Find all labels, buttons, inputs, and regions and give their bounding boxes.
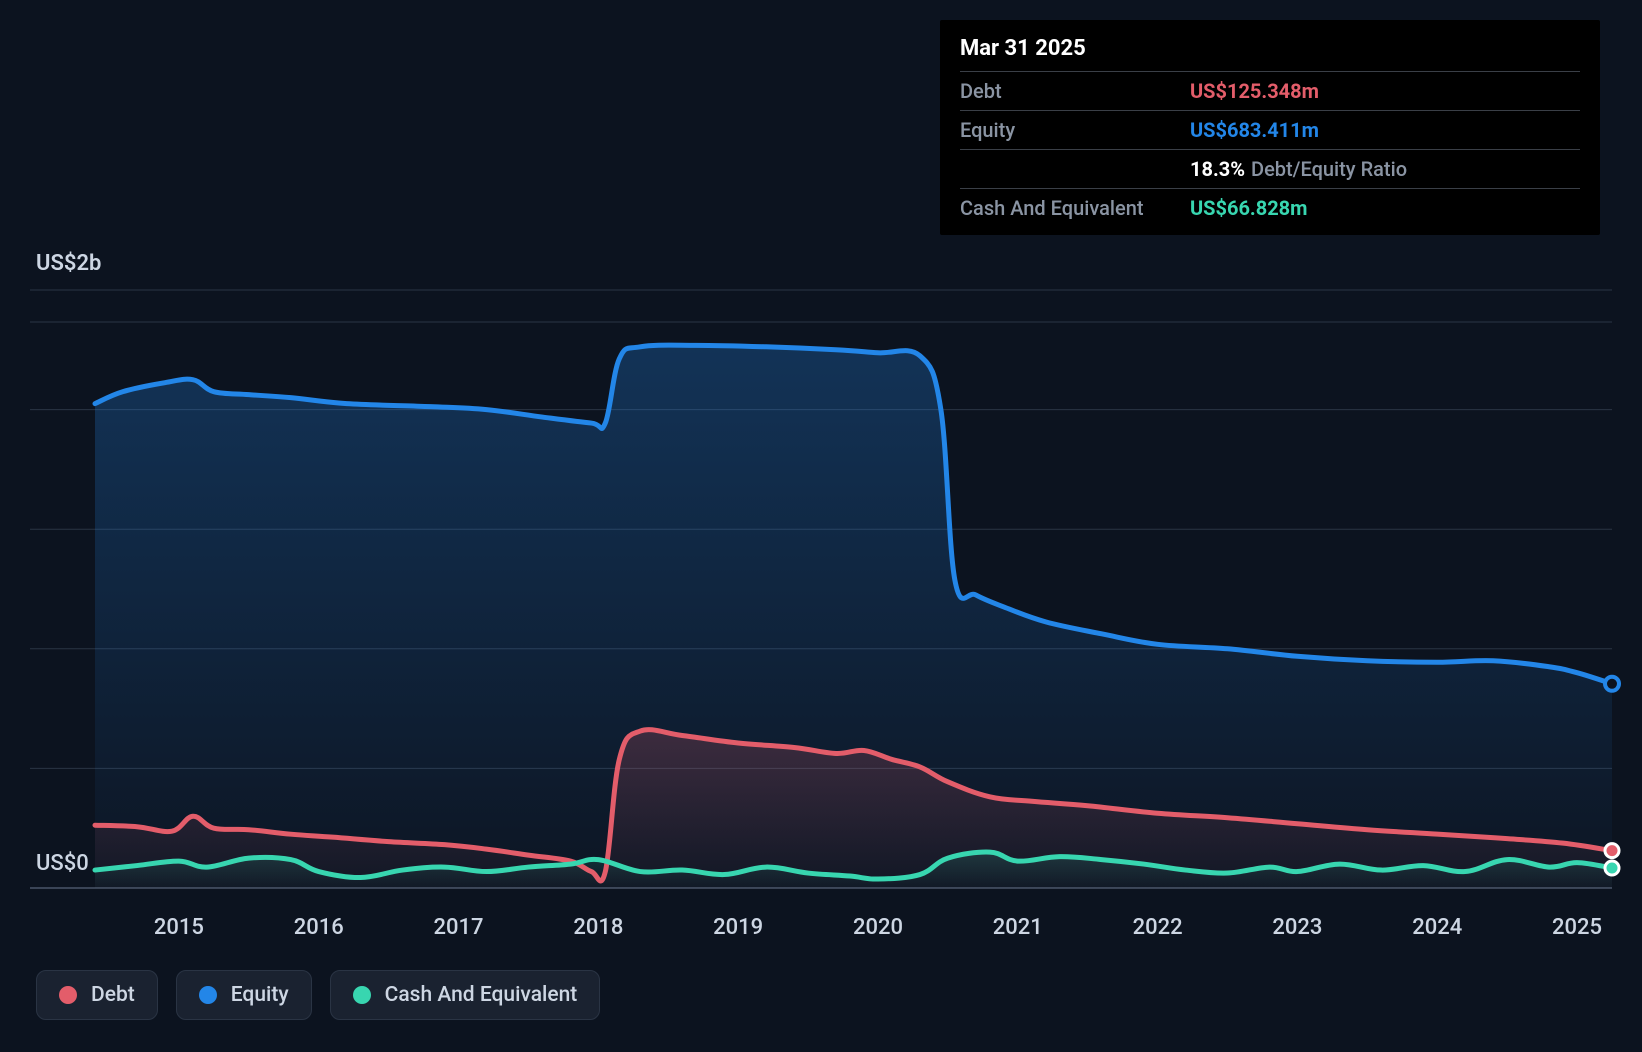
x-axis-tick: 2015 bbox=[154, 915, 204, 940]
tooltip-row: 18.3%Debt/Equity Ratio bbox=[960, 149, 1580, 188]
legend-item-equity[interactable]: Equity bbox=[176, 970, 312, 1020]
tooltip-row-value: US$125.348m bbox=[1190, 79, 1319, 103]
legend-item-label: Debt bbox=[91, 983, 135, 1007]
legend-item-cash[interactable]: Cash And Equivalent bbox=[330, 970, 601, 1020]
legend-item-debt[interactable]: Debt bbox=[36, 970, 158, 1020]
cash-legend-dot-icon bbox=[353, 986, 371, 1004]
tooltip-row-label bbox=[960, 157, 1190, 181]
x-axis-tick: 2016 bbox=[294, 915, 344, 940]
tooltip-row-label: Debt bbox=[960, 79, 1190, 103]
tooltip-date: Mar 31 2025 bbox=[960, 36, 1580, 71]
financials-chart: US$2b US$0 2015 2016 2017 2018 2019 2020 2021 202… bbox=[0, 0, 1642, 1052]
chart-legend: Debt Equity Cash And Equivalent bbox=[36, 970, 600, 1020]
tooltip-row-value: 18.3% bbox=[1190, 157, 1245, 181]
equity-legend-dot-icon bbox=[199, 986, 217, 1004]
tooltip-row: DebtUS$125.348m bbox=[960, 71, 1580, 110]
y-axis-label-bottom: US$0 bbox=[36, 851, 89, 876]
tooltip-row: Cash And EquivalentUS$66.828m bbox=[960, 188, 1580, 227]
tooltip-row-value: US$66.828m bbox=[1190, 196, 1307, 220]
x-axis-tick: 2017 bbox=[434, 915, 484, 940]
tooltip-row: EquityUS$683.411m bbox=[960, 110, 1580, 149]
y-axis-label-top: US$2b bbox=[36, 251, 101, 276]
tooltip-row-label: Cash And Equivalent bbox=[960, 196, 1190, 220]
x-axis-tick: 2023 bbox=[1272, 915, 1322, 940]
x-axis-tick: 2020 bbox=[853, 915, 903, 940]
tooltip-row-label: Equity bbox=[960, 118, 1190, 142]
x-axis-tick: 2019 bbox=[713, 915, 763, 940]
debt-legend-dot-icon bbox=[59, 986, 77, 1004]
debt-endpoint-marker bbox=[1605, 844, 1619, 858]
tooltip-row-suffix: Debt/Equity Ratio bbox=[1251, 157, 1407, 181]
x-axis-tick: 2022 bbox=[1133, 915, 1183, 940]
legend-item-label: Equity bbox=[231, 983, 289, 1007]
equity-endpoint-marker bbox=[1605, 677, 1619, 691]
x-axis-tick: 2018 bbox=[573, 915, 623, 940]
x-axis-tick: 2021 bbox=[993, 915, 1043, 940]
x-axis-tick: 2025 bbox=[1552, 915, 1602, 940]
tooltip-row-value: US$683.411m bbox=[1190, 118, 1319, 142]
chart-tooltip: Mar 31 2025 DebtUS$125.348mEquityUS$683.… bbox=[940, 20, 1600, 235]
cash-endpoint-marker bbox=[1605, 861, 1619, 875]
x-axis-tick: 2024 bbox=[1412, 915, 1462, 940]
legend-item-label: Cash And Equivalent bbox=[385, 983, 578, 1007]
